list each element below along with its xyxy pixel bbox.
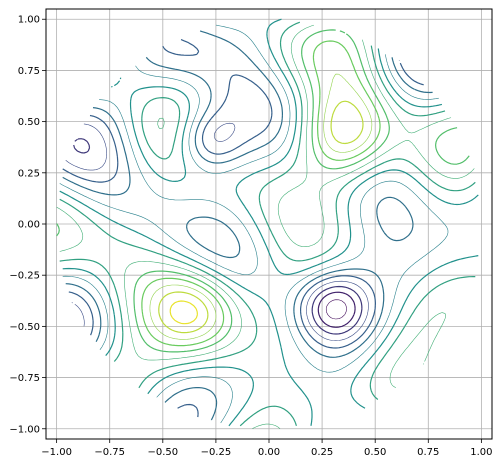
y-tick-label: −0.75 (9, 373, 40, 384)
contour-level (65, 122, 369, 341)
y-tick-label: 0.75 (18, 66, 40, 77)
contour-level (149, 73, 373, 340)
x-tick-label: 0.50 (364, 447, 386, 458)
contour-level (169, 300, 198, 325)
contour-level (317, 291, 356, 328)
grid (46, 9, 492, 439)
contour-level (62, 39, 424, 418)
contour-level (56, 29, 470, 353)
y-tick-label: 1.00 (18, 15, 40, 26)
x-tick-label: 0.00 (258, 447, 280, 458)
y-tick-label: 0.25 (18, 168, 40, 179)
y-tick-label: −0.25 (9, 271, 40, 282)
y-tick-label: 0.00 (18, 220, 40, 231)
contour-level (73, 138, 363, 335)
x-tick-label: 0.25 (311, 447, 333, 458)
x-tick-label: −0.50 (147, 447, 178, 458)
y-tick-label: −1.00 (9, 424, 40, 435)
x-tick-label: 1.00 (470, 447, 492, 458)
x-tick-label: −0.75 (94, 447, 125, 458)
contour-lines (56, 18, 479, 430)
y-tick-label: 0.50 (18, 117, 40, 128)
contour-level (59, 21, 476, 427)
y-axis: −1.00 −0.75 −0.50 −0.25 0.00 0.25 0.50 0.75 1.00 (9, 15, 46, 435)
x-tick-label: 0.75 (417, 447, 439, 458)
contour-level (62, 30, 433, 421)
contour-level (59, 24, 449, 424)
x-tick-label: −1.00 (41, 447, 72, 458)
contour-level (325, 299, 347, 320)
contour-level (56, 24, 475, 430)
contour-level (158, 100, 364, 334)
contour-level (141, 40, 381, 347)
contour-level (59, 18, 479, 427)
x-axis: −1.00 −0.75 −0.50 −0.25 0.00 0.25 0.50 0.75 1.00 (41, 439, 493, 458)
x-tick-label: −0.25 (201, 447, 232, 458)
y-tick-label: −0.50 (9, 322, 40, 333)
